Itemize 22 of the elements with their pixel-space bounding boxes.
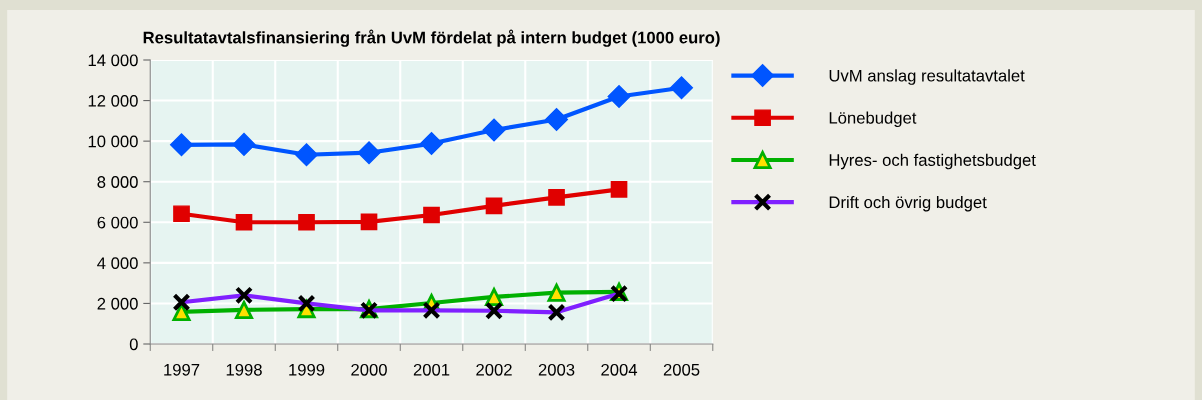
x-tick-label: 2004 xyxy=(601,363,638,376)
x-tick-label: 2002 xyxy=(476,363,512,376)
chart-title: Resultatavtalsfinansiering från UvM fördelat på intern budget (1000 euro) xyxy=(143,29,720,47)
y-tick-label: 0 xyxy=(129,338,138,351)
y-tick-label: 10 000 xyxy=(88,135,138,148)
x-tick-label: 1998 xyxy=(226,363,262,376)
legend-label: Drift och övrig budget xyxy=(829,195,987,212)
y-tick-label: 6 000 xyxy=(97,216,138,229)
y-tick-label: 4 000 xyxy=(97,257,138,270)
x-tick-label: 2003 xyxy=(538,363,575,376)
legend-label: Lönebudget xyxy=(829,111,917,128)
x-tick-label: 2005 xyxy=(663,363,700,376)
y-tick-label: 14 000 xyxy=(88,54,138,67)
y-tick-label: 12 000 xyxy=(88,94,138,107)
y-tick-label: 2 000 xyxy=(97,297,138,310)
x-tick-label: 1997 xyxy=(164,363,200,376)
x-tick-label: 2001 xyxy=(413,363,450,376)
legend-label: Hyres- och fastighetsbudget xyxy=(829,153,1036,170)
y-tick-label: 8 000 xyxy=(97,176,138,188)
legend-label: UvM anslag resultatavtalet xyxy=(829,69,1025,85)
x-tick-label: 1999 xyxy=(289,363,325,376)
x-tick-label: 2000 xyxy=(351,363,387,376)
